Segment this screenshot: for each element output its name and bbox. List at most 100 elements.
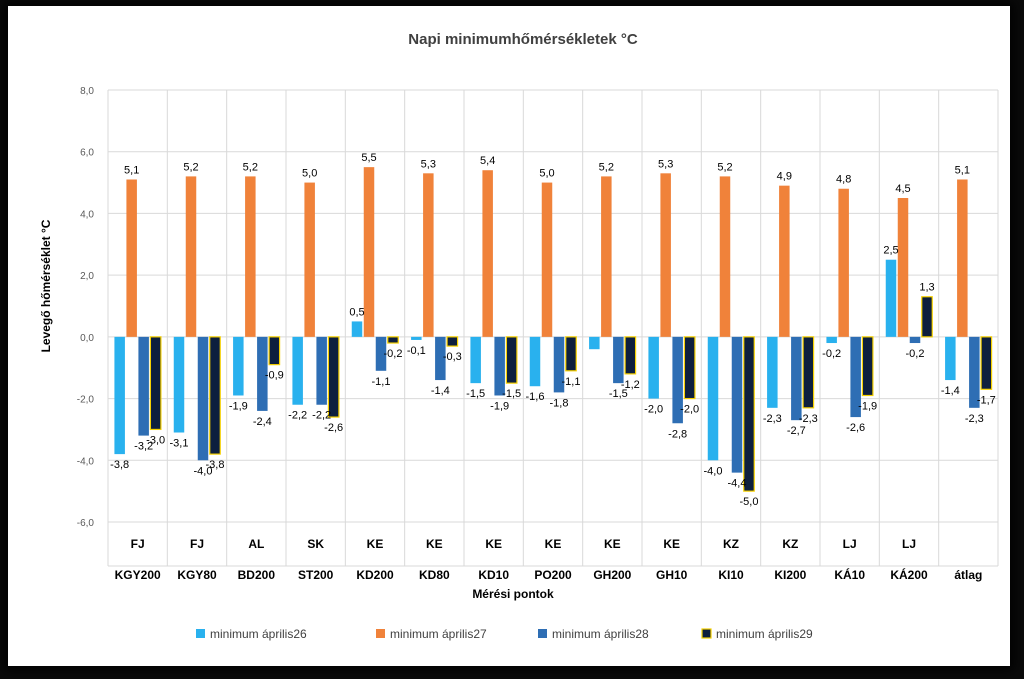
data-label: -2,3 bbox=[965, 413, 984, 425]
bar bbox=[945, 336, 956, 381]
category-label: PO200 bbox=[534, 568, 572, 582]
category-label: átlag bbox=[954, 568, 982, 582]
data-label: 5,0 bbox=[539, 168, 554, 180]
data-label: -3,0 bbox=[146, 434, 165, 446]
bar bbox=[861, 336, 874, 397]
data-label: -0,2 bbox=[384, 348, 403, 360]
bar bbox=[731, 336, 743, 473]
bar bbox=[245, 176, 256, 337]
data-label: 5,4 bbox=[480, 155, 495, 167]
bar bbox=[209, 336, 221, 455]
data-label: -1,9 bbox=[858, 400, 877, 412]
bars bbox=[114, 167, 993, 492]
bar bbox=[707, 336, 719, 461]
data-label: -0,9 bbox=[265, 370, 284, 382]
category-label: KGY80 bbox=[177, 568, 217, 582]
data-label: -1,7 bbox=[977, 394, 996, 406]
bar bbox=[648, 336, 659, 399]
data-label: -0,3 bbox=[443, 351, 462, 363]
bar bbox=[660, 173, 671, 337]
bar bbox=[683, 336, 696, 400]
category-group-label: KZ bbox=[723, 537, 739, 551]
data-label: 5,1 bbox=[124, 164, 139, 176]
bar bbox=[446, 336, 459, 347]
data-label: -2,2 bbox=[288, 410, 307, 422]
bar bbox=[138, 336, 149, 436]
category-group-label: LJ bbox=[902, 537, 916, 551]
bar bbox=[363, 167, 375, 337]
bar bbox=[826, 336, 837, 344]
category-label: KD80 bbox=[419, 568, 450, 582]
legend-swatch bbox=[196, 629, 205, 638]
data-label: 5,5 bbox=[361, 152, 376, 164]
data-label: 5,2 bbox=[243, 161, 258, 173]
bar bbox=[589, 336, 600, 350]
y-tick-labels: 8,0 6,0 4,0 2,0 0,0 -2,0 -4,0 -6,0 bbox=[77, 86, 95, 529]
legend-swatch bbox=[701, 628, 712, 639]
bar bbox=[743, 336, 755, 492]
data-label: -2,3 bbox=[763, 413, 782, 425]
data-label: 5,3 bbox=[421, 158, 436, 170]
legend-label: minimum április26 bbox=[210, 627, 307, 641]
category-group-label: LJ bbox=[843, 537, 857, 551]
legend: minimum április26 minimum április27 minimu… bbox=[196, 627, 813, 641]
category-label: KD10 bbox=[478, 568, 509, 582]
chart-frame: Napi minimumhőmérsékletek °C Levegő hőmé… bbox=[8, 6, 1010, 666]
category-group-label: KE bbox=[485, 537, 502, 551]
category-group-label: FJ bbox=[190, 537, 204, 551]
y-tick-label: 2,0 bbox=[80, 271, 94, 282]
data-labels: -3,8-3,1-1,9-2,20,5-0,1-1,5 -1,6-2,0-4,0-… bbox=[110, 152, 996, 508]
data-label: -0,2 bbox=[906, 348, 925, 360]
bar bbox=[185, 176, 197, 337]
data-label: -2,8 bbox=[668, 428, 687, 440]
chart-title: Napi minimumhőmérsékletek °C bbox=[408, 31, 638, 48]
bar bbox=[327, 336, 340, 418]
data-label: -3,1 bbox=[170, 438, 189, 450]
bar bbox=[897, 198, 909, 337]
bar bbox=[779, 185, 790, 337]
bar bbox=[850, 336, 861, 418]
data-label: 4,9 bbox=[777, 171, 792, 183]
legend-label: minimum április27 bbox=[390, 627, 487, 641]
data-label: -0,1 bbox=[407, 345, 426, 357]
bar bbox=[149, 336, 162, 431]
bar bbox=[257, 336, 268, 411]
data-label: 4,8 bbox=[836, 174, 851, 186]
bar bbox=[233, 336, 244, 396]
data-label: -4,4 bbox=[728, 478, 747, 490]
y-tick-label: -4,0 bbox=[77, 456, 95, 467]
category-label: KÁ200 bbox=[890, 567, 928, 582]
bar bbox=[411, 336, 422, 340]
data-label: 4,5 bbox=[895, 183, 910, 195]
data-label: -2,0 bbox=[644, 404, 663, 416]
bar bbox=[719, 176, 731, 337]
data-label: -1,5 bbox=[466, 388, 485, 400]
data-label: -2,4 bbox=[253, 416, 272, 428]
category-group-label: KE bbox=[604, 537, 621, 551]
bar bbox=[387, 336, 399, 344]
legend-label: minimum április28 bbox=[552, 627, 649, 641]
bar bbox=[114, 336, 125, 455]
data-label: -1,5 bbox=[502, 388, 521, 400]
data-label: 5,2 bbox=[599, 161, 614, 173]
data-label: -1,8 bbox=[550, 397, 569, 409]
bar bbox=[980, 336, 993, 390]
data-label: -1,9 bbox=[490, 400, 509, 412]
bar bbox=[505, 336, 518, 384]
data-label: -4,0 bbox=[194, 465, 213, 477]
data-label: -2,3 bbox=[799, 413, 818, 425]
category-table: FJ KGY200 FJ KGY80 AL BD200 SK ST200 KE KD200 KE KD… bbox=[107, 522, 999, 582]
bar bbox=[423, 173, 434, 337]
bar bbox=[529, 336, 541, 387]
y-tick-label: 6,0 bbox=[80, 148, 94, 159]
bar bbox=[268, 336, 281, 366]
bar bbox=[791, 336, 802, 421]
data-label: 5,2 bbox=[183, 161, 198, 173]
bar bbox=[351, 321, 363, 337]
bar bbox=[126, 179, 137, 337]
data-label: -1,4 bbox=[941, 385, 960, 397]
x-axis-label: Mérési pontok bbox=[472, 587, 554, 601]
category-group-label: AL bbox=[248, 537, 264, 551]
bar bbox=[885, 259, 897, 337]
data-label: 2,5 bbox=[883, 245, 898, 257]
